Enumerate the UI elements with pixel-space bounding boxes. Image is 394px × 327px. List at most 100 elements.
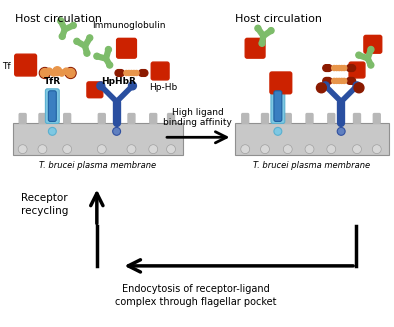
Circle shape (58, 18, 64, 24)
Circle shape (141, 70, 148, 76)
Bar (235, 123, 388, 155)
Circle shape (97, 145, 106, 154)
Text: Hp-Hb: Hp-Hb (149, 83, 178, 92)
FancyBboxPatch shape (15, 54, 37, 76)
Text: Host circulation: Host circulation (15, 14, 102, 24)
Circle shape (353, 145, 361, 154)
Circle shape (40, 69, 49, 77)
FancyBboxPatch shape (242, 113, 249, 123)
FancyBboxPatch shape (262, 113, 268, 123)
Circle shape (342, 65, 347, 71)
Circle shape (63, 68, 69, 74)
Text: Tf: Tf (2, 61, 11, 71)
Circle shape (53, 67, 62, 76)
Circle shape (316, 83, 326, 93)
Circle shape (339, 65, 344, 71)
Circle shape (334, 65, 339, 71)
Circle shape (372, 145, 381, 154)
Circle shape (115, 70, 122, 76)
Text: Receptor
recycling: Receptor recycling (20, 193, 68, 216)
FancyBboxPatch shape (19, 113, 26, 123)
Circle shape (167, 145, 175, 154)
Circle shape (50, 70, 57, 76)
Circle shape (260, 145, 269, 154)
Circle shape (116, 70, 123, 76)
Circle shape (327, 145, 336, 154)
Circle shape (325, 77, 332, 84)
Circle shape (59, 70, 65, 76)
Circle shape (342, 78, 347, 83)
FancyBboxPatch shape (274, 91, 282, 121)
Circle shape (274, 128, 282, 135)
Circle shape (283, 145, 292, 154)
Circle shape (346, 77, 353, 84)
FancyBboxPatch shape (39, 113, 46, 123)
Circle shape (46, 68, 52, 74)
Circle shape (354, 83, 364, 93)
Circle shape (94, 53, 100, 59)
Text: Host circulation: Host circulation (235, 14, 322, 24)
FancyBboxPatch shape (150, 113, 157, 123)
Circle shape (66, 69, 75, 77)
FancyBboxPatch shape (271, 89, 285, 123)
Circle shape (356, 52, 362, 58)
Text: T. brucei plasma membrane: T. brucei plasma membrane (253, 161, 370, 170)
Circle shape (337, 128, 345, 135)
FancyBboxPatch shape (364, 35, 382, 53)
Circle shape (305, 145, 314, 154)
Circle shape (348, 65, 354, 71)
Circle shape (353, 82, 361, 90)
Text: High ligand
binding affinity: High ligand binding affinity (163, 108, 232, 128)
Circle shape (324, 77, 331, 84)
Circle shape (127, 145, 136, 154)
FancyBboxPatch shape (98, 113, 105, 123)
Circle shape (65, 68, 76, 78)
Circle shape (129, 70, 134, 76)
Circle shape (324, 65, 331, 71)
Circle shape (348, 77, 354, 84)
Circle shape (349, 65, 356, 71)
Circle shape (139, 70, 145, 76)
Circle shape (323, 65, 329, 71)
Circle shape (339, 78, 344, 83)
Circle shape (132, 70, 136, 76)
FancyBboxPatch shape (48, 91, 56, 121)
Circle shape (107, 62, 113, 68)
Circle shape (332, 65, 336, 71)
Circle shape (368, 62, 374, 68)
FancyBboxPatch shape (353, 113, 361, 123)
FancyBboxPatch shape (128, 113, 135, 123)
Circle shape (134, 70, 139, 76)
Circle shape (97, 82, 105, 90)
Circle shape (124, 70, 129, 76)
Circle shape (349, 77, 356, 84)
Circle shape (334, 78, 339, 83)
FancyBboxPatch shape (374, 113, 380, 123)
Circle shape (74, 38, 80, 44)
FancyBboxPatch shape (270, 72, 292, 94)
Text: Immunoglobulin: Immunoglobulin (92, 21, 165, 29)
FancyBboxPatch shape (306, 113, 313, 123)
FancyBboxPatch shape (349, 62, 365, 78)
FancyBboxPatch shape (151, 62, 169, 80)
Text: Endocytosis of receptor-ligand
complex through flagellar pocket: Endocytosis of receptor-ligand complex t… (115, 284, 277, 307)
Circle shape (323, 77, 329, 84)
Text: HpHbR: HpHbR (101, 77, 136, 86)
Circle shape (38, 145, 47, 154)
Circle shape (322, 82, 329, 90)
FancyBboxPatch shape (87, 82, 103, 98)
Circle shape (126, 70, 132, 76)
Circle shape (368, 46, 374, 52)
Circle shape (149, 145, 158, 154)
Circle shape (241, 145, 250, 154)
Circle shape (18, 145, 27, 154)
Circle shape (39, 68, 50, 78)
Circle shape (59, 33, 65, 39)
Circle shape (325, 65, 332, 71)
Bar (13, 123, 183, 155)
Circle shape (63, 145, 72, 154)
Circle shape (336, 78, 342, 83)
Circle shape (140, 70, 147, 76)
Circle shape (84, 50, 90, 56)
Circle shape (332, 78, 336, 83)
